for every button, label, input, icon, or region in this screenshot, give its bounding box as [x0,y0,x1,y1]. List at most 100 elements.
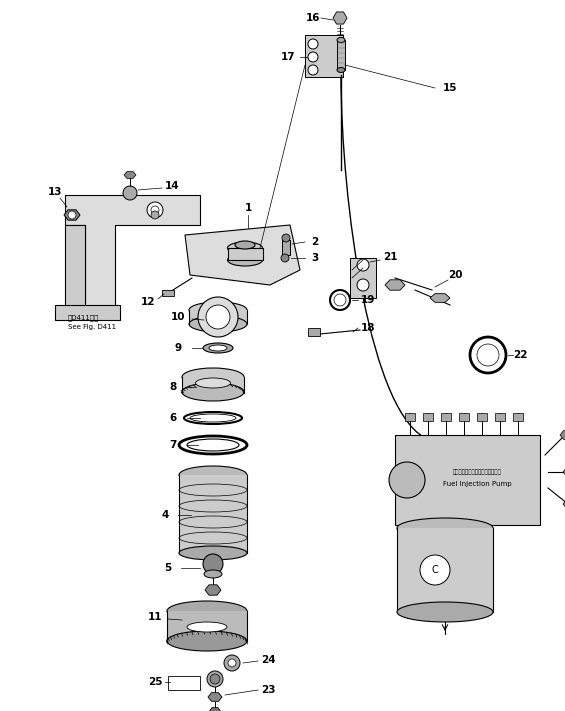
Text: 22: 22 [513,350,527,360]
Text: 4: 4 [162,510,169,520]
Text: 16: 16 [306,13,320,23]
Circle shape [147,202,163,218]
Ellipse shape [209,345,227,351]
Polygon shape [209,707,221,711]
Circle shape [308,39,318,49]
Ellipse shape [203,343,233,353]
Ellipse shape [337,68,345,73]
Text: 9: 9 [175,343,181,353]
Ellipse shape [167,601,247,621]
Text: C: C [432,565,438,575]
Text: See Fig. D411: See Fig. D411 [68,324,116,330]
Bar [308,328,320,336]
Ellipse shape [189,302,247,318]
Bar [423,413,433,421]
Polygon shape [430,294,450,302]
Ellipse shape [187,622,227,632]
Polygon shape [208,693,222,701]
Ellipse shape [179,436,247,454]
Circle shape [198,297,238,337]
Text: Fuel Injection Pump: Fuel Injection Pump [443,481,511,487]
Polygon shape [185,225,300,285]
Ellipse shape [187,439,239,451]
Circle shape [389,462,425,498]
Bar [182,377,244,392]
Circle shape [281,254,289,262]
Text: 12: 12 [141,297,155,307]
Bar [189,310,247,324]
Text: 21: 21 [383,252,397,262]
Text: 6: 6 [170,413,177,423]
Circle shape [308,65,318,75]
Ellipse shape [179,546,247,560]
Bar [167,611,247,641]
Text: 25: 25 [148,677,162,687]
Bar [397,528,493,613]
Text: 24: 24 [260,655,275,665]
Text: 8: 8 [170,382,177,392]
Text: フェエルインジェクションポンプ: フェエルインジェクションポンプ [453,469,501,475]
Circle shape [206,305,230,329]
Ellipse shape [228,254,263,266]
Text: 図D411参照: 図D411参照 [68,315,99,321]
Bar [337,40,345,70]
Text: 1: 1 [245,203,251,213]
Polygon shape [563,468,565,476]
Text: 20: 20 [447,270,462,280]
Text: 11: 11 [148,612,162,622]
Ellipse shape [167,631,247,651]
Ellipse shape [182,368,244,386]
Bar [179,475,247,553]
Polygon shape [65,225,85,310]
Circle shape [357,259,369,271]
Text: 3: 3 [311,253,319,263]
Polygon shape [205,585,221,595]
Ellipse shape [397,602,493,622]
Text: 5: 5 [164,563,172,573]
Ellipse shape [179,466,247,484]
Polygon shape [563,500,565,508]
Circle shape [228,659,236,667]
Circle shape [151,211,159,219]
Circle shape [151,206,159,214]
Circle shape [470,337,506,373]
Bar [477,413,487,421]
Bar [168,676,200,690]
Ellipse shape [182,383,244,401]
Text: 23: 23 [261,685,275,695]
Bar [350,258,376,298]
Bar [305,35,343,77]
Text: 13: 13 [48,187,62,197]
Ellipse shape [337,38,345,43]
Polygon shape [385,280,405,290]
Circle shape [357,279,369,291]
Text: 14: 14 [164,181,179,191]
Circle shape [420,555,450,585]
Circle shape [308,52,318,62]
Ellipse shape [195,378,231,388]
Text: 2: 2 [311,237,319,247]
Bar [405,413,415,421]
Text: 10: 10 [171,312,185,322]
Ellipse shape [184,412,242,424]
Bar [513,413,523,421]
Circle shape [203,554,223,574]
Bar [162,290,174,296]
Text: 17: 17 [281,52,295,62]
Ellipse shape [397,518,493,538]
Text: 7: 7 [170,440,177,450]
Circle shape [334,294,346,306]
Ellipse shape [228,242,263,254]
Circle shape [207,671,223,687]
Polygon shape [64,210,80,220]
Text: 18: 18 [360,323,375,333]
Bar [441,413,451,421]
Polygon shape [65,195,200,310]
Circle shape [68,211,76,219]
Polygon shape [55,305,120,320]
Bar [395,435,540,525]
Circle shape [123,186,137,200]
Circle shape [330,290,350,310]
Text: 15: 15 [443,83,457,93]
Bar [495,413,505,421]
